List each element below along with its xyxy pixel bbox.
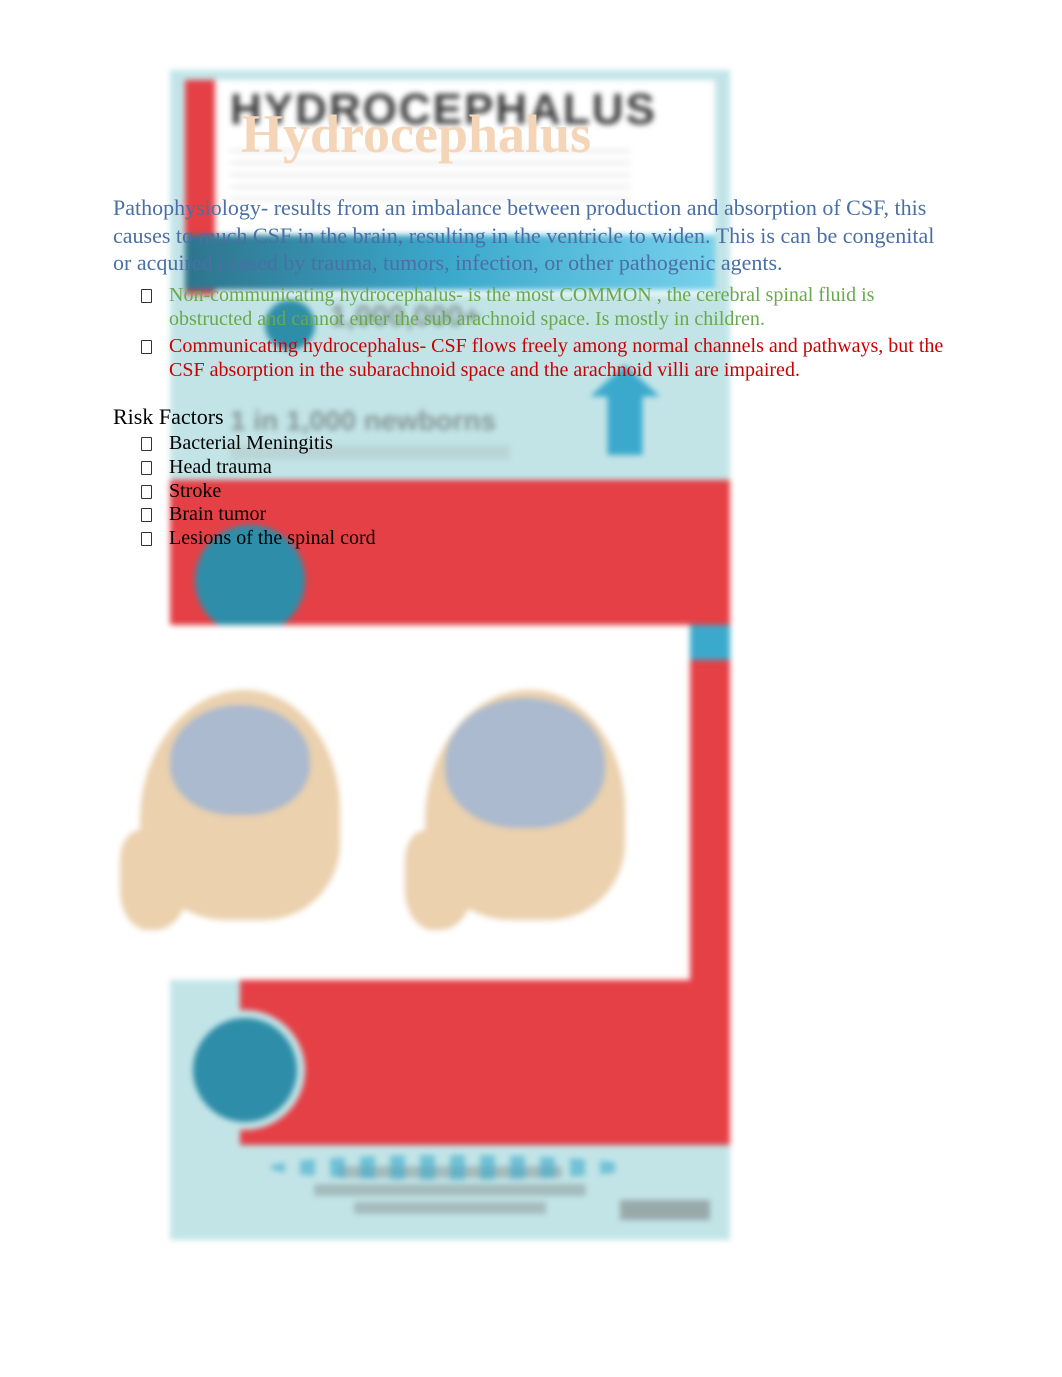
risk-item: Stroke (141, 480, 949, 504)
risk-item: Head trauma (141, 456, 949, 480)
risk-factors-list: Bacterial Meningitis Head trauma Stroke … (113, 432, 949, 550)
bg-footer-logo (620, 1200, 710, 1220)
bg-brain-diagram-normal (120, 670, 380, 950)
risk-item: Brain tumor (141, 503, 949, 527)
pathophysiology-text: Pathophysiology- results from an imbalan… (113, 194, 949, 277)
bg-red-right-bar (690, 660, 730, 980)
page-title: Hydrocephalus (241, 105, 949, 164)
bg-circle-lower (185, 1010, 305, 1130)
types-list: Non-communicating hydrocephalus- is the … (113, 283, 949, 383)
type-communicating: Communicating hydrocephalus- CSF flows f… (141, 334, 949, 383)
risk-item: Lesions of the spinal cord (141, 527, 949, 551)
type-noncommunicating: Non-communicating hydrocephalus- is the … (141, 283, 949, 332)
risk-factors-heading: Risk Factors (113, 404, 949, 430)
bg-brain-diagram-hydro (405, 670, 665, 950)
risk-item: Bacterial Meningitis (141, 432, 949, 456)
bg-cyan-tab (690, 625, 730, 660)
bg-wave-decoration (270, 1155, 630, 1180)
bg-red-lower-banner (240, 980, 730, 1145)
document-content: Hydrocephalus Pathophysiology- results f… (0, 0, 1062, 550)
